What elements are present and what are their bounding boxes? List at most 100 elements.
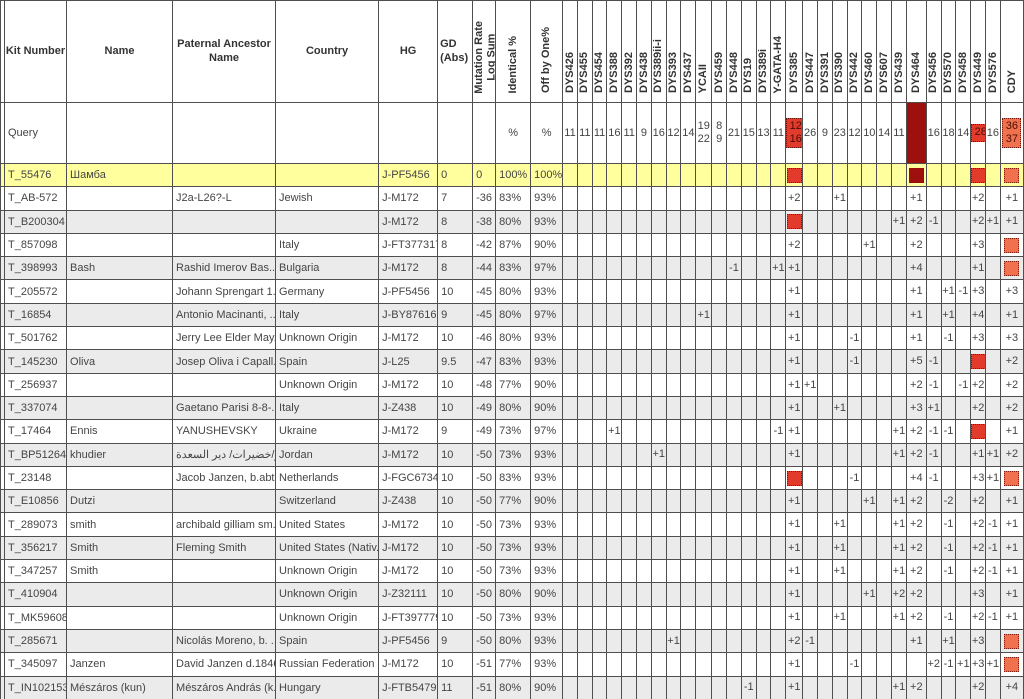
cell-marker-DYS390[interactable] (831, 465, 848, 491)
cell-hg[interactable]: J-FT377317 (378, 232, 439, 258)
cell-marker-DYS439[interactable] (891, 395, 907, 421)
cell-ancestor[interactable] (172, 489, 277, 514)
cell-kit[interactable]: T_256937 (3, 372, 68, 397)
cell-marker-DYS390[interactable]: +1 (831, 559, 848, 584)
cell-marker-DYS442[interactable] (846, 232, 863, 258)
cell-marker-DYS448[interactable]: -1 (726, 256, 742, 281)
cell-marker-DYS456[interactable] (925, 489, 942, 514)
cell-marker-DYS459[interactable] (711, 675, 728, 699)
cell-marker-DYS607[interactable] (876, 582, 893, 607)
cell-marker-DYS449[interactable]: +1 (970, 442, 986, 467)
cell-marker-DYS442[interactable] (846, 442, 863, 467)
cell-marker-DYS448[interactable] (726, 326, 742, 351)
cell-marker-DYS454[interactable]: 11 (591, 102, 608, 164)
cell-off[interactable]: 90% (530, 232, 564, 258)
cell-off[interactable]: 93% (530, 279, 564, 304)
cell-marker-DYS390[interactable] (831, 582, 848, 607)
cell-marker-DYS390[interactable] (831, 302, 848, 328)
cell-marker-DYS464[interactable]: +2 (905, 605, 927, 630)
cell-marker-DYS576[interactable] (985, 395, 1001, 421)
cell-marker-YCAII[interactable] (695, 442, 713, 467)
cell-marker-DYS455[interactable] (576, 162, 593, 188)
cell-marker-DYS388[interactable] (606, 605, 623, 630)
cell-gd[interactable]: 10 (437, 512, 474, 537)
cell-off[interactable]: 93% (530, 349, 564, 374)
cell-mut[interactable]: -36 (472, 186, 497, 211)
cell-marker-DYS458[interactable] (955, 675, 972, 699)
cell-marker-DYS458[interactable] (955, 605, 972, 630)
cell-marker-DYS607[interactable] (876, 162, 893, 188)
cell-marker-DYS19[interactable] (740, 489, 757, 514)
cell-marker-DYS438[interactable] (636, 279, 652, 304)
cell-marker-DYS426[interactable] (562, 559, 578, 584)
cell-kit[interactable]: T_501762 (3, 326, 68, 351)
cell-marker-DYS459[interactable] (711, 442, 728, 467)
cell-marker-DYS393[interactable] (665, 372, 682, 397)
cell-marker-DYS447[interactable] (802, 512, 819, 537)
cell-marker-DYS385[interactable]: +1 (785, 372, 804, 397)
cell-hg[interactable]: J-M172 (378, 512, 439, 537)
cell-marker-DYS464[interactable]: +2 (905, 209, 927, 234)
cell-id[interactable]: 87% (495, 232, 532, 258)
cell-ancestor[interactable]: YANUSHEVSKY (172, 419, 277, 444)
cell-marker-DYS576[interactable]: 16 (985, 102, 1001, 164)
cell-marker-CDY[interactable]: +1 (999, 186, 1024, 211)
cell-marker-DYS455[interactable] (576, 186, 593, 211)
cell-kit[interactable]: T_857098 (3, 232, 68, 258)
cell-marker-DYS388[interactable] (606, 512, 623, 537)
cell-gd[interactable]: 0 (437, 162, 474, 188)
cell-marker-DYS426[interactable] (562, 535, 578, 561)
cell-marker-DYS19[interactable] (740, 442, 757, 467)
cell-marker-DYS442[interactable] (846, 395, 863, 421)
cell-marker-DYS439[interactable]: +2 (891, 582, 907, 607)
cell-marker-DYS570[interactable] (940, 232, 957, 258)
cell-marker-DYS437[interactable] (680, 162, 697, 188)
cell-marker-DYS460[interactable] (861, 372, 878, 397)
cell-marker-DYS391[interactable] (817, 302, 833, 328)
cell-marker-CDY[interactable]: +1 (999, 582, 1024, 607)
cell-mut[interactable]: -50 (472, 559, 497, 584)
cell-gd[interactable]: 10 (437, 605, 474, 630)
cell-marker-DYS459[interactable] (711, 256, 728, 281)
cell-id[interactable]: 80% (495, 675, 532, 699)
cell-marker-DYS385[interactable]: +1 (785, 535, 804, 561)
cell-mut[interactable]: -50 (472, 605, 497, 630)
cell-marker-DYS437[interactable] (680, 535, 697, 561)
cell-marker-DYS447[interactable] (802, 489, 819, 514)
cell-marker-DYS437[interactable] (680, 675, 697, 699)
cell-off[interactable]: 93% (530, 535, 564, 561)
cell-marker-DYS392[interactable] (621, 186, 638, 211)
cell-gd[interactable]: 10 (437, 652, 474, 677)
cell-marker-DYS459[interactable] (711, 512, 728, 537)
cell-marker-DYS447[interactable] (802, 559, 819, 584)
cell-ancestor[interactable]: David Janzen d.1846 (172, 652, 277, 677)
cell-marker-DYS426[interactable] (562, 256, 578, 281)
cell-marker-CDY[interactable]: +2 (999, 395, 1024, 421)
cell-marker-DYS448[interactable] (726, 395, 742, 421)
cell-marker-DYS456[interactable]: 16 (925, 102, 942, 164)
cell-marker-DYS393[interactable] (665, 186, 682, 211)
cell-marker-DYS393[interactable] (665, 489, 682, 514)
cell-marker-DYS437[interactable] (680, 652, 697, 677)
cell-hg[interactable]: J-M172 (378, 419, 439, 444)
cell-marker-DYS391[interactable] (817, 162, 833, 188)
cell-marker-DYS389ii-i[interactable] (650, 489, 667, 514)
cell-marker-DYS389i[interactable] (755, 279, 772, 304)
cell-marker-DYS438[interactable] (636, 512, 652, 537)
cell-marker-DYS385[interactable]: +2 (785, 186, 804, 211)
cell-marker-DYS391[interactable] (817, 489, 833, 514)
cell-marker-DYS456[interactable]: -1 (925, 349, 942, 374)
cell-marker-YCAII[interactable] (695, 256, 713, 281)
cell-id[interactable]: 77% (495, 372, 532, 397)
cell-marker-YCAII[interactable] (695, 162, 713, 188)
cell-marker-DYS438[interactable] (636, 419, 652, 444)
cell-marker-DYS389i[interactable] (755, 256, 772, 281)
cell-marker-DYS570[interactable]: -1 (940, 326, 957, 351)
cell-marker-DYS437[interactable] (680, 582, 697, 607)
cell-marker-DYS607[interactable] (876, 256, 893, 281)
cell-hg[interactable]: J-M172 (378, 442, 439, 467)
cell-marker-DYS392[interactable] (621, 326, 638, 351)
cell-marker-DYS388[interactable] (606, 349, 623, 374)
cell-marker-DYS438[interactable]: 9 (636, 102, 652, 164)
cell-marker-DYS389i[interactable] (755, 628, 772, 654)
